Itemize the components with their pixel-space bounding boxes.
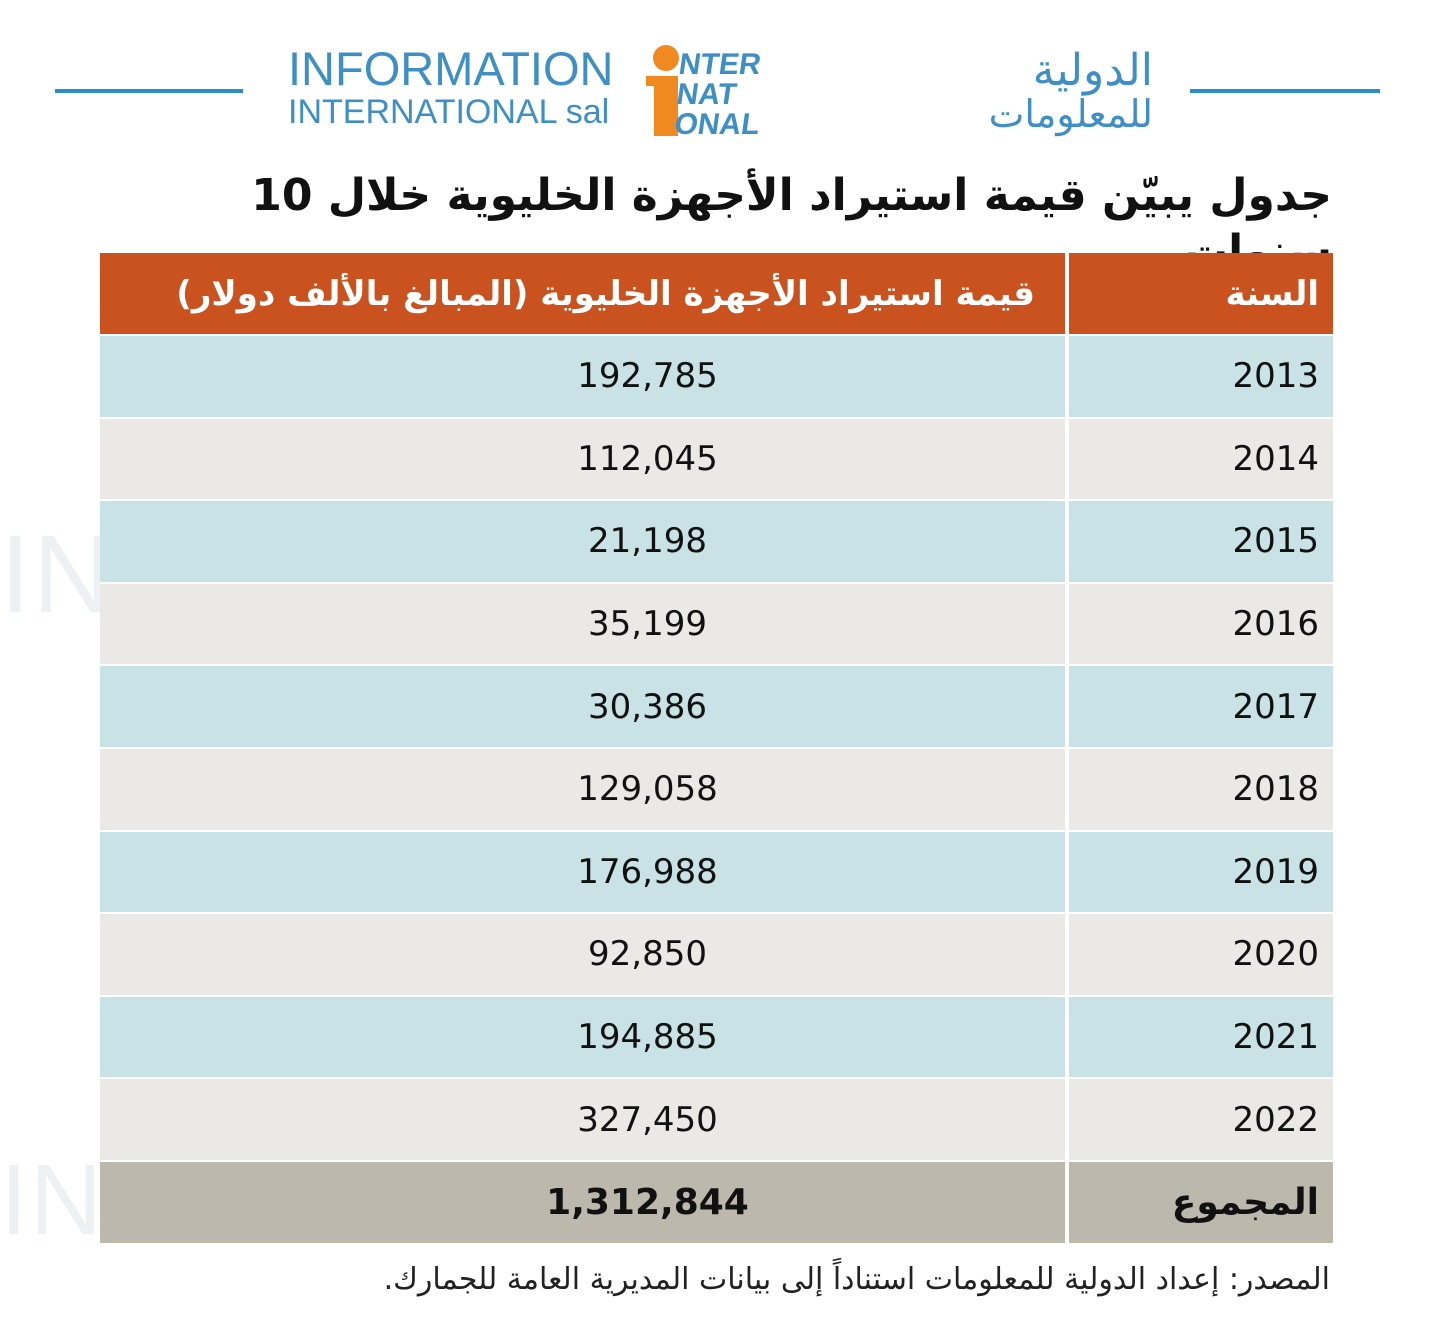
cell-year: 2021 [1065, 994, 1333, 1079]
logo-english-line1: INFORMATION [288, 42, 614, 95]
logo-english-line2: INTERNATIONAL sal [288, 93, 610, 131]
logo-arabic: الدولية للمعلومات [778, 45, 1153, 136]
table-row: 194,885 2021 [100, 994, 1333, 1079]
table-row: 35,199 2016 [100, 581, 1333, 666]
total-label: المجموع [1065, 1159, 1333, 1243]
cell-year: 2019 [1065, 829, 1333, 914]
header-divider-left [55, 89, 243, 93]
source-note: المصدر: إعداد الدولية للمعلومات استناداً… [383, 1262, 1330, 1297]
cell-value: 92,850 [100, 912, 1067, 996]
logo-arabic-line2: للمعلومات [988, 92, 1153, 136]
logo-arabic-line1: الدولية [1032, 45, 1153, 96]
cell-year: 2014 [1065, 416, 1333, 501]
table-body: 192,785 2013 112,045 2014 21,198 2015 35,199 20… [100, 334, 1333, 1243]
cell-value: 176,988 [100, 829, 1067, 914]
cell-year: 2017 [1065, 664, 1333, 748]
cell-value: 129,058 [100, 746, 1067, 831]
table-row: 129,058 2018 [100, 746, 1333, 831]
svg-text:NTER: NTER [677, 48, 763, 81]
column-header-value: قيمة استيراد الأجهزة الخليوية (المبالغ ب… [176, 273, 1035, 314]
table-row: 21,198 2015 [100, 499, 1333, 583]
cell-value: 112,045 [100, 416, 1067, 501]
cell-year: 2018 [1065, 746, 1333, 831]
cell-year: 2015 [1065, 499, 1333, 583]
total-value: 1,312,844 [100, 1159, 1067, 1243]
cell-year: 2022 [1065, 1077, 1333, 1161]
cell-value: 21,198 [100, 499, 1067, 583]
column-header-year: السنة [1065, 253, 1333, 335]
total-row: 1,312,844 المجموع [100, 1159, 1333, 1243]
table-header-row: قيمة استيراد الأجهزة الخليوية (المبالغ ب… [100, 253, 1333, 335]
cell-year: 2016 [1065, 581, 1333, 666]
table-row: 192,785 2013 [100, 334, 1333, 418]
svg-text:NAT: NAT [675, 78, 740, 111]
page-title: جدول يبيّن قيمة استيراد الأجهزة الخليوية… [251, 170, 1332, 277]
cell-value: 327,450 [100, 1077, 1067, 1161]
logo-mark-icon: NTER NAT ONAL [646, 45, 763, 136]
cell-value: 194,885 [100, 994, 1067, 1079]
svg-text:ONAL: ONAL [672, 108, 762, 136]
brand-logo: INFORMATION INTERNATIONAL sal NTER NAT O… [288, 44, 1158, 136]
table-row: 327,450 2022 [100, 1077, 1333, 1161]
cell-value: 192,785 [100, 334, 1067, 418]
data-table: قيمة استيراد الأجهزة الخليوية (المبالغ ب… [100, 253, 1333, 1243]
cell-year: 2013 [1065, 334, 1333, 418]
cell-value: 35,199 [100, 581, 1067, 666]
logo-english: INFORMATION INTERNATIONAL sal [288, 42, 638, 131]
table-row: 112,045 2014 [100, 416, 1333, 501]
table-row: 176,988 2019 [100, 829, 1333, 914]
table-row: 30,386 2017 [100, 664, 1333, 748]
cell-year: 2020 [1065, 912, 1333, 996]
cell-value: 30,386 [100, 664, 1067, 748]
table-row: 92,850 2020 [100, 912, 1333, 996]
header-divider-right [1190, 89, 1380, 93]
